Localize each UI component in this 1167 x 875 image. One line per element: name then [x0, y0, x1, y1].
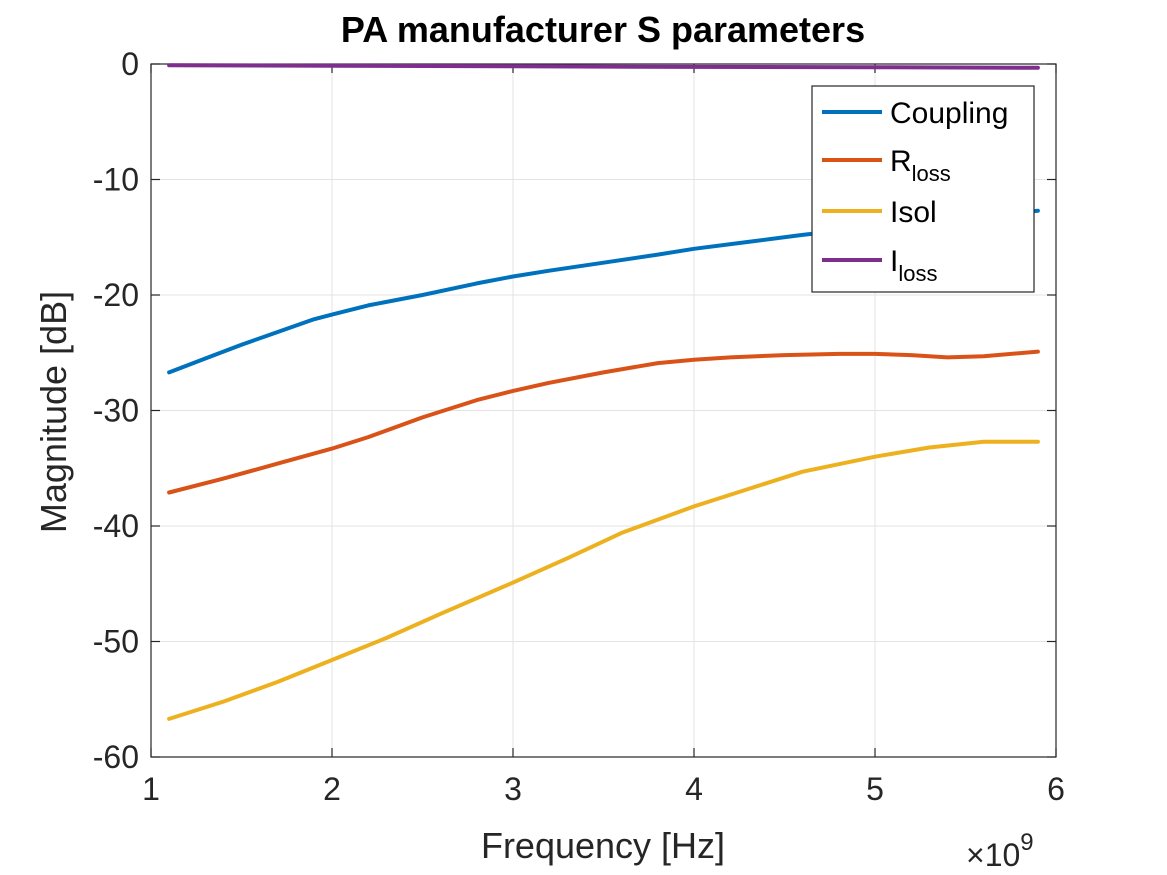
- legend-label-subscript: loss: [912, 161, 951, 186]
- x-tick-label: 3: [504, 771, 522, 807]
- x-tick-label: 5: [866, 771, 884, 807]
- legend-label-main: Coupling: [890, 97, 1008, 130]
- legend-label-main: Isol: [890, 196, 937, 229]
- x-tick-label: 4: [685, 771, 703, 807]
- x-axis-label: Frequency [Hz]: [481, 825, 725, 866]
- x-tick-label: 6: [1047, 771, 1065, 807]
- series-lines: [167, 63, 1040, 721]
- legend-label: Iloss: [890, 245, 937, 286]
- y-tick-label: -40: [93, 508, 139, 544]
- y-tick-label: 0: [121, 46, 139, 82]
- series-line-coupling: [167, 208, 1040, 375]
- legend-label-main: I: [890, 245, 898, 278]
- legend-label-subscript: loss: [898, 261, 937, 286]
- x-tick-label: 2: [323, 771, 341, 807]
- series-line-iloss: [167, 63, 1040, 70]
- legend: Coupling Rloss Isol Iloss: [811, 85, 1035, 293]
- tick-labels: 1 2 3 4 5 6 0 -10 -20 -30 -40 -50 -60: [93, 46, 1065, 807]
- legend-box: [811, 85, 1035, 293]
- y-tick-label: -50: [93, 624, 139, 660]
- series-line-isol: [167, 439, 1040, 721]
- series-line-rloss: [167, 349, 1040, 495]
- legend-label: Isol: [890, 196, 937, 229]
- y-tick-label: -20: [93, 277, 139, 313]
- y-tick-label: -60: [93, 739, 139, 775]
- x-tick-label: 1: [142, 771, 160, 807]
- x-exponent-power: 9: [1020, 829, 1033, 856]
- legend-label: Rloss: [890, 145, 951, 186]
- x-exponent-base: ×10: [966, 837, 1020, 873]
- legend-label: Coupling: [890, 97, 1008, 130]
- legend-label-main: R: [890, 145, 912, 178]
- y-tick-label: -30: [93, 393, 139, 429]
- x-exponent-label: ×109: [966, 829, 1034, 873]
- y-tick-label: -10: [93, 162, 139, 198]
- y-axis-label: Magnitude [dB]: [33, 291, 74, 533]
- chart-title: PA manufacturer S parameters: [341, 9, 865, 50]
